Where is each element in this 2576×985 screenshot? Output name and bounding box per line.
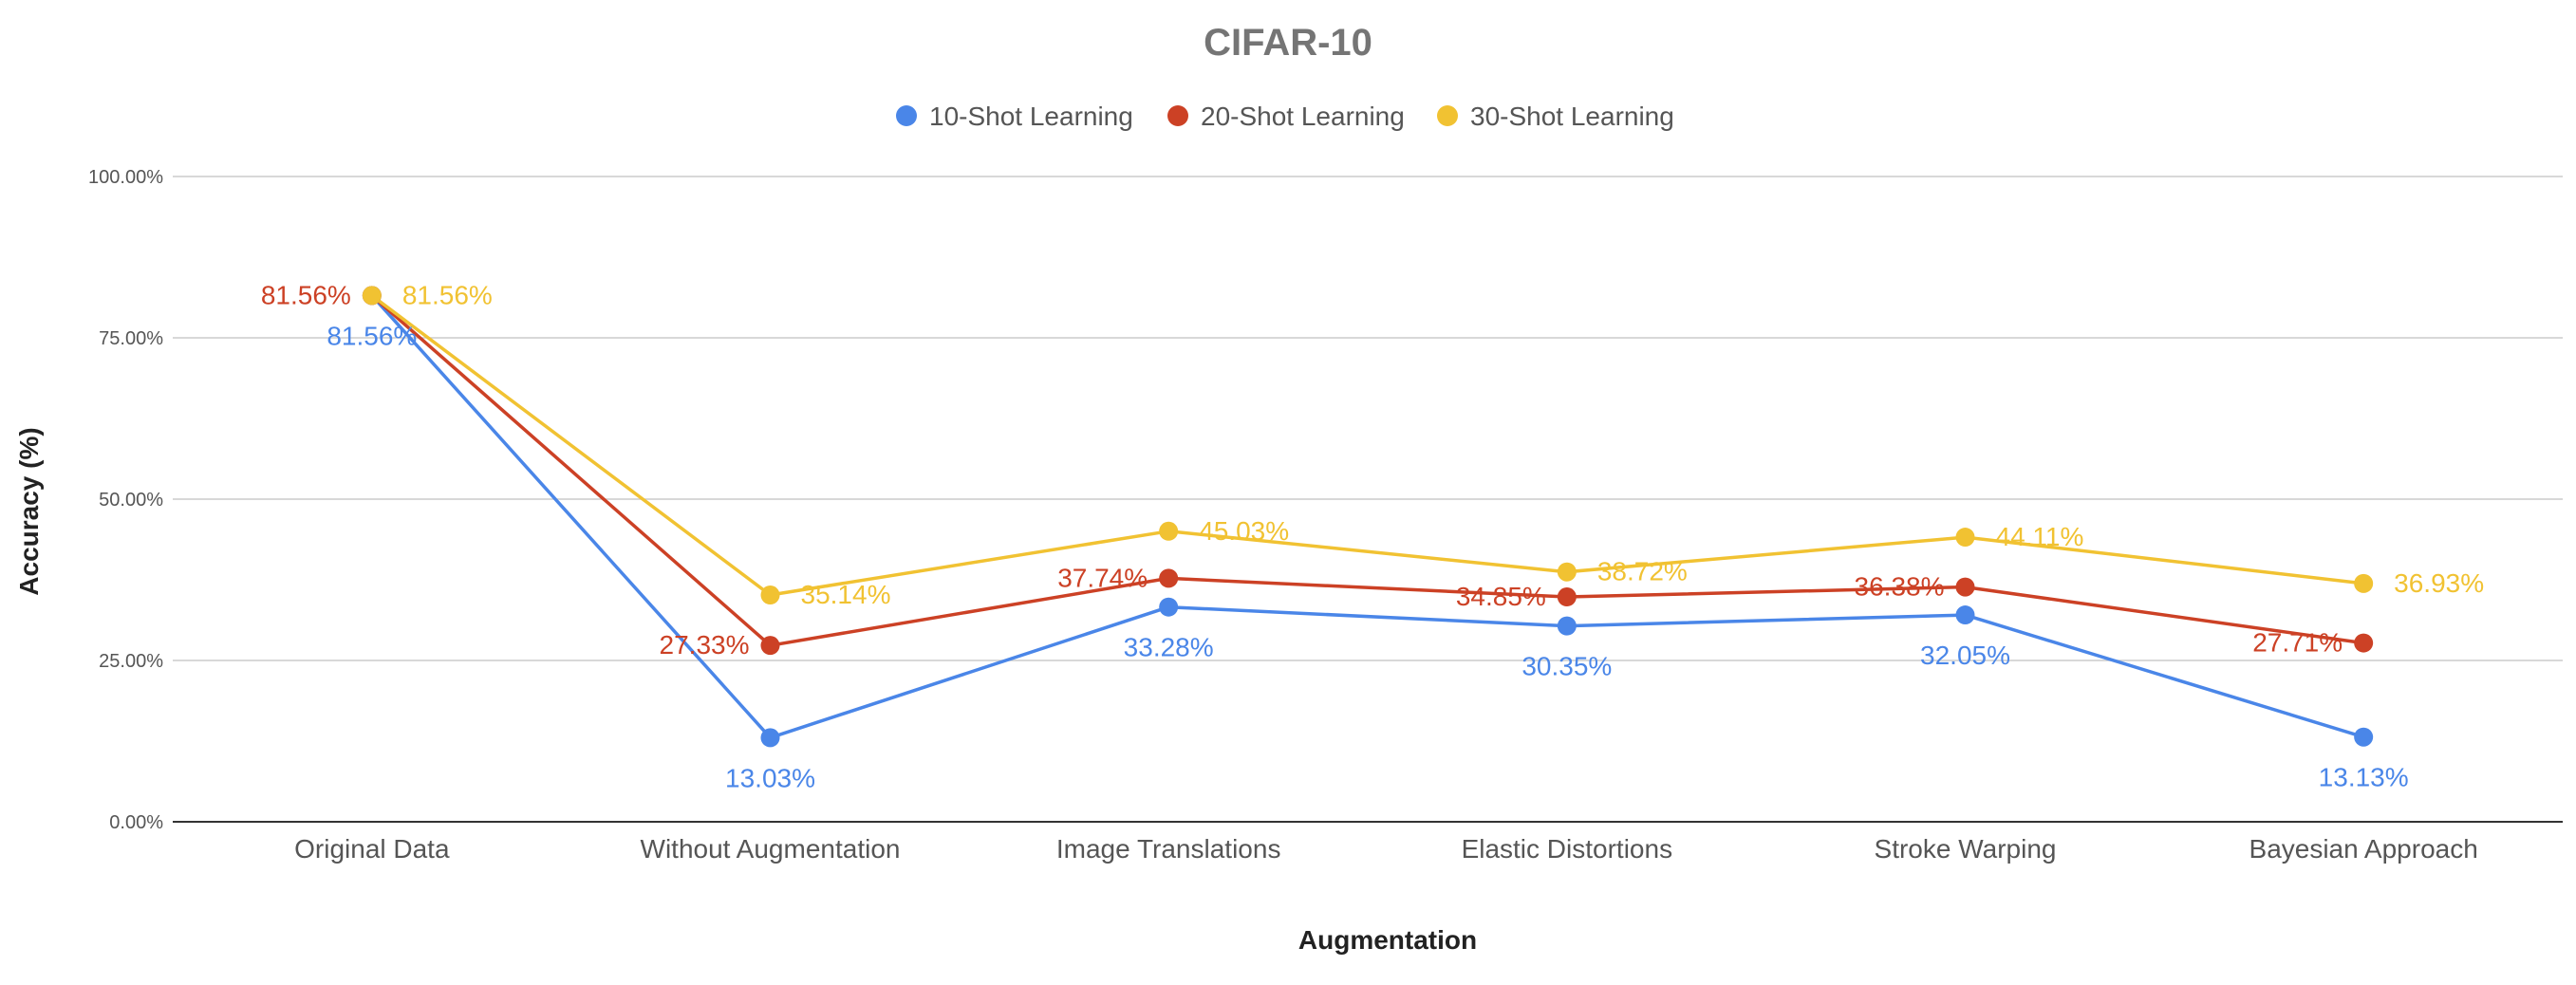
y-axis-title: Accuracy (%) [14, 427, 44, 595]
data-label: 81.56% [261, 280, 351, 309]
data-label: 81.56% [327, 321, 417, 350]
data-point [1557, 616, 1577, 636]
data-label: 36.93% [2394, 568, 2484, 598]
series-points [362, 286, 2374, 748]
series-line [370, 294, 2364, 740]
data-label: 27.33% [660, 630, 750, 660]
legend-label: 20-Shot Learning [1201, 102, 1405, 131]
gridlines [173, 176, 2563, 823]
series-lines [370, 294, 2364, 740]
data-point [760, 585, 780, 605]
x-tick-label: Bayesian Approach [2249, 834, 2478, 864]
x-tick-label: Original Data [294, 834, 450, 864]
data-label: 13.13% [2319, 763, 2409, 792]
data-label: 27.71% [2252, 628, 2343, 658]
data-label: 38.72% [1597, 557, 1688, 586]
data-label: 35.14% [801, 580, 891, 609]
data-point [1557, 587, 1577, 607]
legend-label: 30-Shot Learning [1470, 102, 1674, 131]
legend-label: 10-Shot Learning [929, 102, 1133, 131]
data-point [1159, 597, 1179, 617]
x-tick-label: Image Translations [1056, 834, 1281, 864]
y-tick-label: 0.00% [109, 812, 163, 833]
legend-marker [896, 105, 917, 126]
x-tick-label: Stroke Warping [1875, 834, 2057, 864]
data-label: 44.11% [1996, 522, 2084, 551]
data-point [1159, 568, 1179, 588]
data-label: 30.35% [1521, 652, 1612, 681]
data-label: 13.03% [725, 763, 815, 792]
data-point [2354, 633, 2374, 653]
chart-title: CIFAR-10 [1204, 22, 1372, 64]
data-label: 32.05% [1920, 641, 2010, 670]
legend-marker [1437, 105, 1458, 126]
data-point [1955, 605, 1975, 625]
y-tick-label: 50.00% [99, 490, 163, 511]
y-tick-label: 100.00% [88, 167, 163, 188]
data-point [1159, 521, 1179, 541]
series-line [370, 294, 2364, 647]
y-axis-ticks: 0.00% 25.00% 50.00% 75.00% 100.00% [88, 167, 163, 833]
y-tick-label: 75.00% [99, 328, 163, 349]
data-label: 33.28% [1124, 633, 1214, 662]
data-label: 45.03% [1199, 516, 1289, 546]
data-label: 34.85% [1456, 582, 1546, 611]
data-point [2354, 573, 2374, 593]
series-line [370, 294, 2364, 597]
data-label: 36.38% [1855, 572, 1945, 602]
x-tick-label: Elastic Distortions [1462, 834, 1673, 864]
data-labels: 81.56% 13.03% 33.28% 30.35% 32.05% 13.13% 81.5… [261, 280, 2484, 792]
data-label: 81.56% [402, 280, 493, 309]
y-tick-label: 25.00% [99, 651, 163, 672]
legend: 10-Shot Learning 20-Shot Learning 30-Shot … [896, 102, 1674, 131]
data-point [760, 728, 780, 748]
data-point [2354, 727, 2374, 747]
x-tick-label: Without Augmentation [641, 834, 901, 864]
data-point [1557, 562, 1577, 582]
x-axis-title: Augmentation [1298, 925, 1477, 955]
data-point [760, 636, 780, 656]
data-point [1955, 577, 1975, 597]
data-point [362, 286, 382, 306]
data-point [1955, 528, 1975, 548]
x-axis-ticks: Original Data Without Augmentation Image T… [294, 834, 2478, 864]
legend-marker [1167, 105, 1188, 126]
data-label: 37.74% [1057, 563, 1148, 592]
